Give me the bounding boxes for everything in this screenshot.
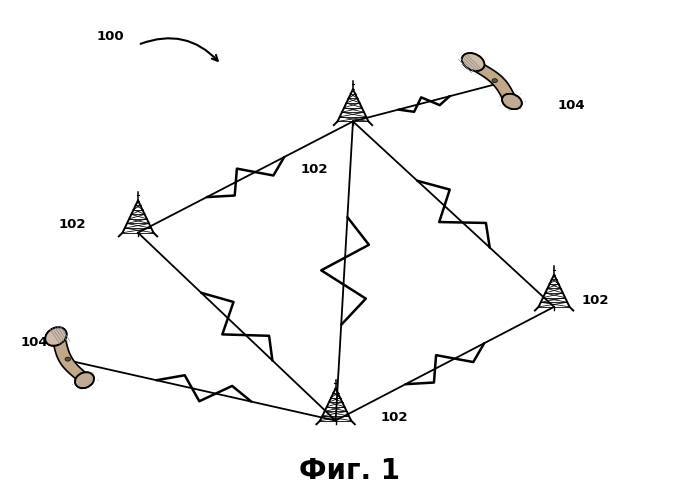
Circle shape	[499, 97, 500, 98]
Ellipse shape	[45, 328, 66, 345]
Ellipse shape	[462, 53, 484, 71]
Ellipse shape	[75, 372, 94, 388]
Text: 104: 104	[558, 99, 585, 112]
Circle shape	[65, 357, 71, 361]
Text: 102: 102	[301, 164, 329, 176]
Text: 102: 102	[58, 218, 86, 231]
Circle shape	[519, 108, 521, 110]
Circle shape	[525, 101, 526, 102]
Circle shape	[71, 384, 73, 385]
Ellipse shape	[462, 53, 484, 71]
Polygon shape	[54, 340, 89, 380]
Circle shape	[81, 389, 82, 390]
Circle shape	[92, 387, 94, 388]
Ellipse shape	[75, 372, 94, 388]
Ellipse shape	[502, 94, 521, 109]
Circle shape	[499, 105, 500, 106]
Circle shape	[525, 101, 526, 102]
Circle shape	[81, 370, 82, 372]
Circle shape	[508, 110, 510, 112]
Text: 102: 102	[381, 410, 408, 424]
Text: 102: 102	[582, 294, 610, 308]
Text: 100: 100	[96, 30, 124, 43]
Polygon shape	[473, 64, 515, 102]
Text: Фиг. 1: Фиг. 1	[299, 457, 400, 485]
Ellipse shape	[45, 328, 66, 345]
Circle shape	[92, 372, 94, 373]
Circle shape	[492, 78, 498, 82]
Ellipse shape	[502, 94, 521, 109]
Text: 104: 104	[20, 336, 48, 349]
